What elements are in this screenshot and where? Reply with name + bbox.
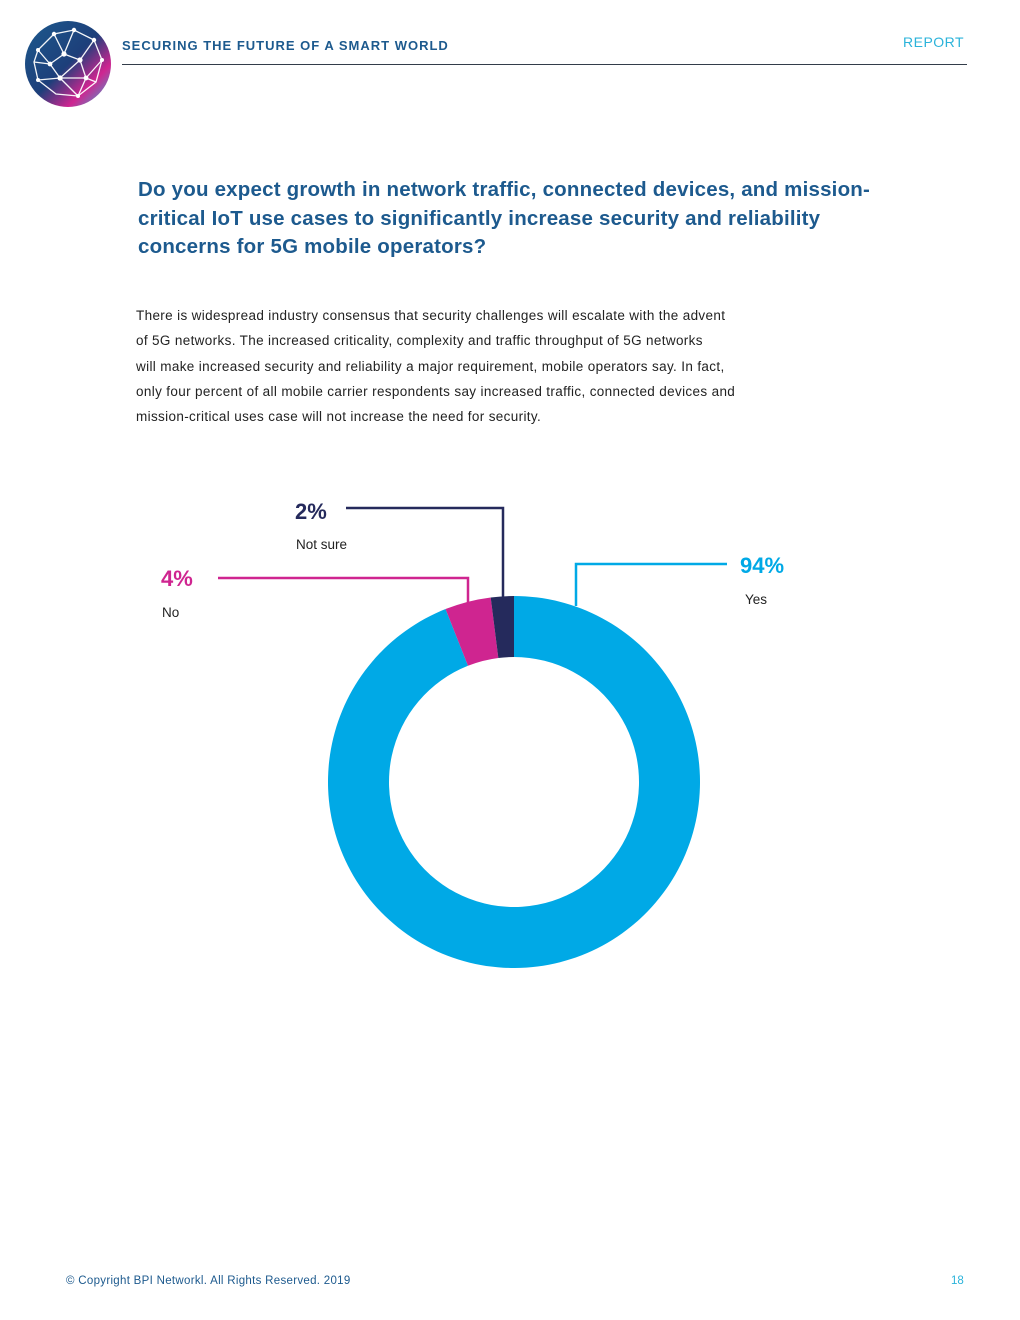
footer-copyright: © Copyright BPI Networkl. All Rights Res… xyxy=(66,1275,351,1287)
body-line: will make increased security and reliabi… xyxy=(136,358,725,374)
page-number: 18 xyxy=(951,1275,964,1287)
donut-slice-yes xyxy=(328,596,700,968)
body-line: There is widespread industry consensus t… xyxy=(136,308,726,323)
category-label-yes: Yes xyxy=(745,592,767,607)
body-line: of 5G networks. The increased criticalit… xyxy=(136,333,703,349)
network-globe-logo xyxy=(25,21,111,107)
value-label-not-sure: 2% xyxy=(295,499,327,524)
header-divider xyxy=(122,64,967,65)
donut-slices xyxy=(328,596,700,968)
question-heading: Do you expect growth in network traffic,… xyxy=(138,178,871,258)
value-label-no: 4% xyxy=(161,566,193,591)
body-line: mission-critical uses case will not incr… xyxy=(136,409,542,425)
donut-slice-not-sure xyxy=(490,596,514,658)
body-line: only four percent of all mobile carrier … xyxy=(136,383,736,399)
category-label-no: No xyxy=(162,605,179,620)
value-label-yes: 94% xyxy=(740,553,784,578)
leader-line-yes xyxy=(574,562,727,606)
header-title: SECURING THE FUTURE OF A SMART WORLD xyxy=(122,38,449,53)
leader-line-not-sure xyxy=(346,506,505,597)
header-section-label: REPORT xyxy=(903,34,965,50)
category-label-not-sure: Not sure xyxy=(296,537,347,552)
donut-slice-no xyxy=(445,597,499,666)
body-paragraph: There is widespread industry consensus t… xyxy=(136,303,876,429)
leader-line-no xyxy=(218,576,470,603)
